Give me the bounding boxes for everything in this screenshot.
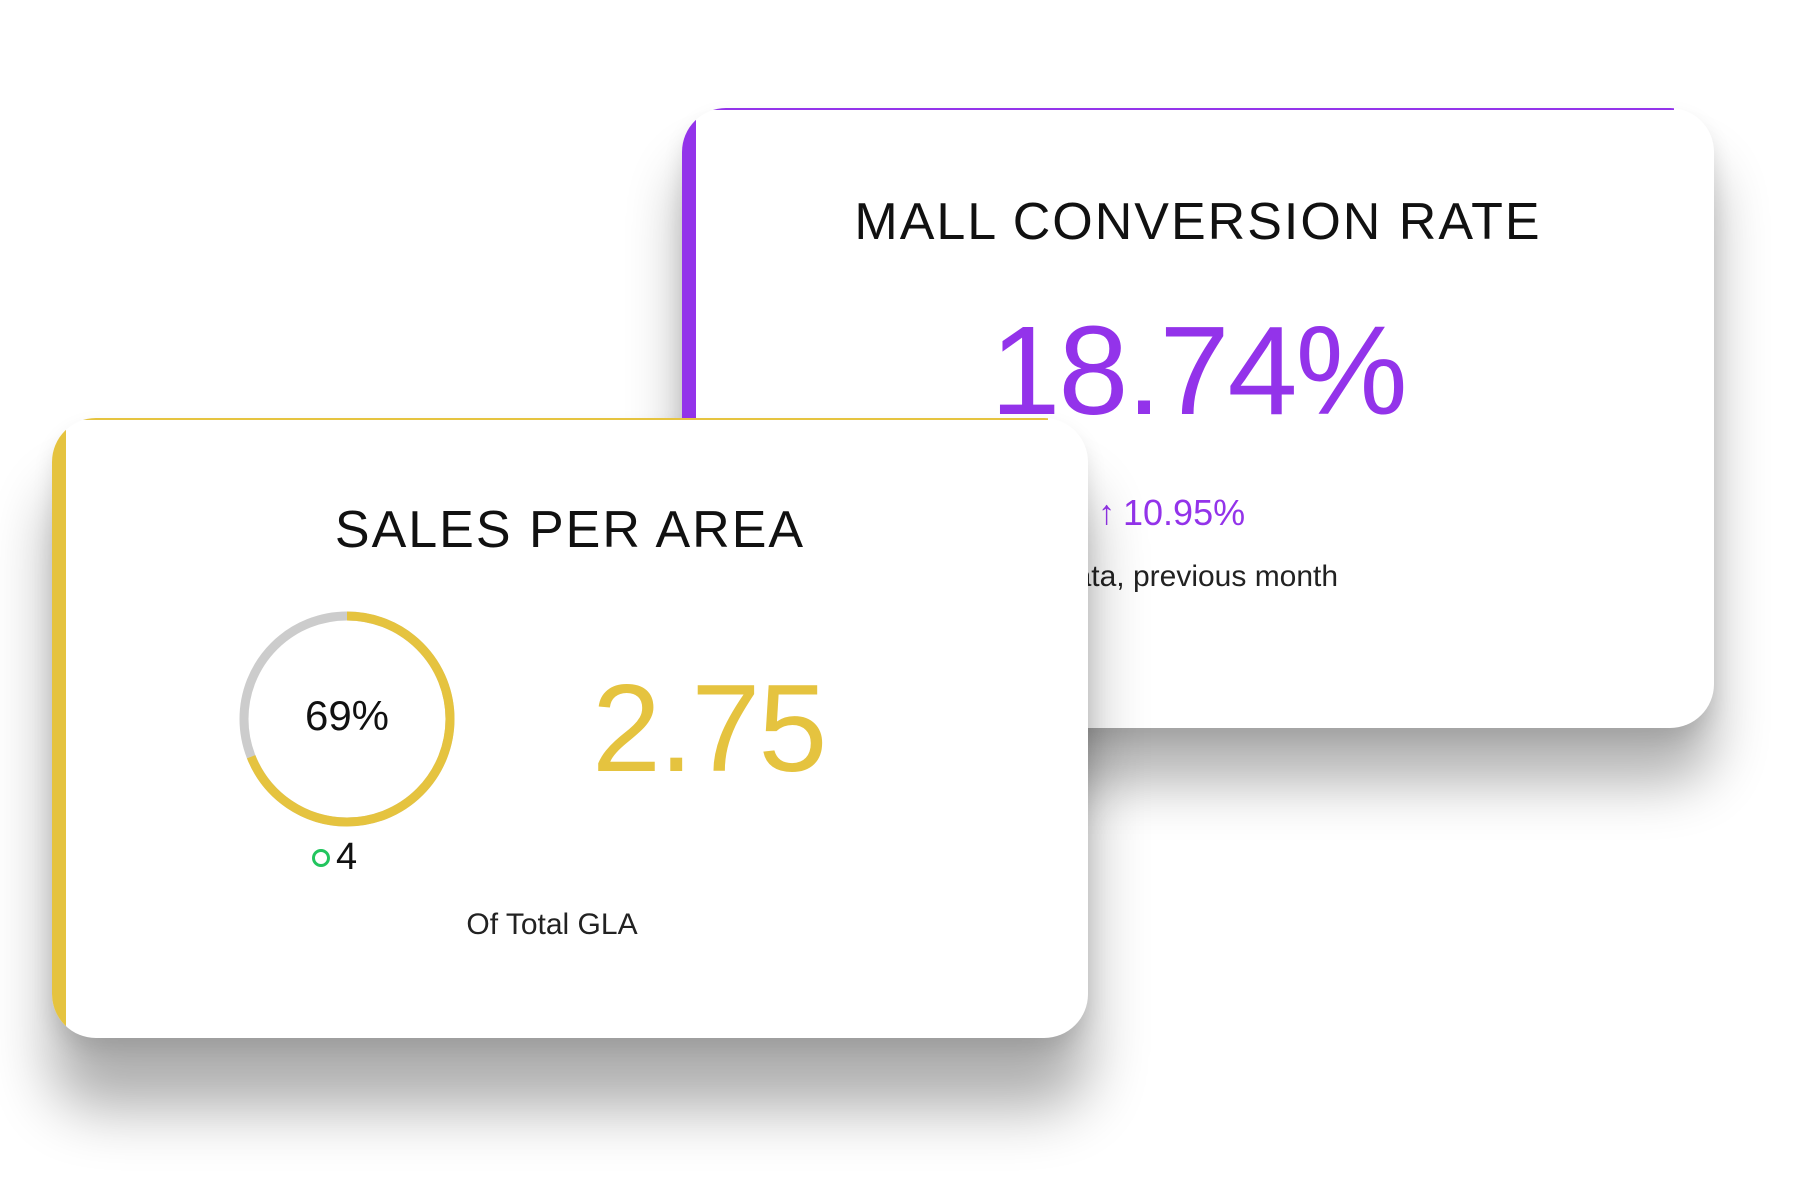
sales-per-area-card: SALES PER AREA 69% 4 2.75 Of Total GLA: [52, 418, 1088, 1038]
sales-donut-chart: 69%: [232, 604, 462, 834]
conversion-delta: ↑ 10.95%: [1098, 492, 1245, 534]
conversion-card-title: MALL CONVERSION RATE: [854, 193, 1542, 251]
arrow-up-icon: ↑: [1098, 493, 1115, 532]
ring-icon: [312, 848, 330, 867]
donut-svg: [239, 611, 455, 827]
conversion-rate-value: 18.74%: [990, 300, 1407, 441]
conversion-card-note: data, previous month: [1057, 560, 1339, 593]
donut-legend: 4: [312, 836, 357, 879]
donut-percent-label: 69%: [304, 692, 390, 739]
conversion-delta-value: 10.95%: [1123, 492, 1246, 533]
sales-card-note: Of Total GLA: [466, 908, 638, 941]
sales-per-area-value: 2.75: [592, 660, 827, 798]
legend-value: 4: [336, 836, 358, 878]
sales-card-title: SALES PER AREA: [334, 501, 806, 559]
donut-progress-arc: [239, 611, 455, 827]
